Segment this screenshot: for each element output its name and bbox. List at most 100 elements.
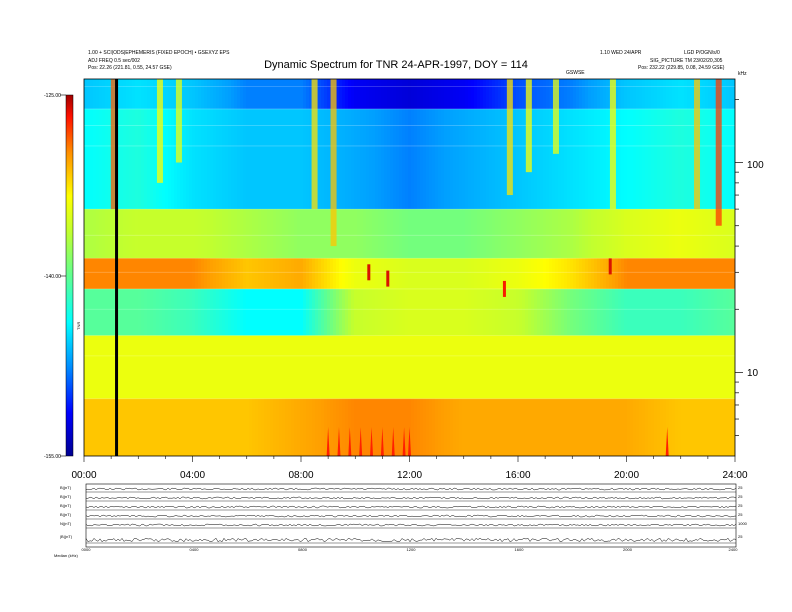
heatmap-cell — [198, 108, 202, 210]
heatmap-cell — [360, 79, 364, 110]
heatmap-cell — [312, 335, 316, 399]
heatmap-cell — [108, 335, 112, 399]
panel-right-value: 25 — [738, 494, 743, 499]
heatmap-cell — [390, 398, 394, 456]
heatmap-cell — [375, 209, 379, 259]
heatmap-cell — [546, 209, 550, 259]
heatmap-cell — [528, 335, 532, 399]
heatmap-cell — [177, 209, 181, 259]
heatmap-cell — [675, 258, 679, 290]
heatmap-cell — [297, 209, 301, 259]
heatmap-cell — [216, 258, 220, 290]
heatmap-cell — [375, 258, 379, 290]
heatmap-cell — [621, 209, 625, 259]
heatmap-cell — [438, 209, 442, 259]
heatmap-cell — [90, 335, 94, 399]
heatmap-cell — [444, 108, 448, 210]
heatmap-cell — [555, 258, 559, 290]
heatmap-cell — [393, 398, 397, 456]
heatmap-cell — [135, 335, 139, 399]
hot-spot — [502, 280, 506, 297]
heatmap-cell — [300, 258, 304, 290]
heatmap-cell — [141, 209, 145, 259]
heatmap-cell — [591, 209, 595, 259]
heatmap-cell — [672, 79, 676, 110]
heatmap-cell — [351, 108, 355, 210]
heatmap-cell — [474, 258, 478, 290]
heatmap-cell — [519, 335, 523, 399]
heatmap-cell — [684, 108, 688, 210]
heatmap-cell — [402, 209, 406, 259]
heatmap-cell — [522, 209, 526, 259]
heatmap-cell — [318, 335, 322, 399]
heatmap-cell — [330, 398, 334, 456]
heatmap-cell — [597, 108, 601, 210]
heatmap-cell — [669, 335, 673, 399]
heatmap-cell — [489, 108, 493, 210]
heatmap-cell — [336, 258, 340, 290]
heatmap-cell — [84, 398, 88, 456]
heatmap-cell — [732, 79, 735, 110]
heatmap-cell — [240, 335, 244, 399]
heatmap-cell — [420, 108, 424, 210]
heatmap-cell — [633, 288, 637, 336]
heatmap-cell — [324, 398, 328, 456]
heatmap-cell — [411, 335, 415, 399]
heatmap-cell — [582, 79, 586, 110]
heatmap-cell — [174, 108, 178, 210]
heatmap-cell — [414, 335, 418, 399]
heatmap-cell — [606, 258, 610, 290]
heatmap-cell — [297, 335, 301, 399]
heatmap-cell — [447, 335, 451, 399]
heatmap-cell — [189, 288, 193, 336]
heatmap-cell — [426, 335, 430, 399]
heatmap-cell — [621, 335, 625, 399]
heatmap-cell — [378, 258, 382, 290]
heatmap-cell — [348, 108, 352, 210]
heatmap-cell — [243, 79, 247, 110]
heatmap-cell — [204, 335, 208, 399]
heatmap-cell — [189, 79, 193, 110]
heatmap-cell — [264, 258, 268, 290]
heatmap-cell — [642, 335, 646, 399]
heatmap-cell — [729, 108, 733, 210]
heatmap-cell — [219, 335, 223, 399]
heatmap-cell — [255, 335, 259, 399]
heatmap-cell — [597, 398, 601, 456]
heatmap-cell — [672, 108, 676, 210]
heatmap-cell — [384, 335, 388, 399]
heatmap-cell — [162, 288, 166, 336]
heatmap-cell — [516, 288, 520, 336]
heatmap-cell — [141, 398, 145, 456]
heatmap-cell — [279, 335, 283, 399]
heatmap-cell — [348, 209, 352, 259]
heatmap-cell — [192, 79, 196, 110]
heatmap-cell — [612, 335, 616, 399]
heatmap-cell — [621, 108, 625, 210]
heatmap-cell — [528, 398, 532, 456]
heatmap-cell — [201, 258, 205, 290]
heatmap-cell — [552, 335, 556, 399]
heatmap-cell — [150, 288, 154, 336]
radio-burst — [525, 79, 532, 173]
heatmap-cell — [591, 258, 595, 290]
heatmap-cell — [279, 288, 283, 336]
heatmap-cell — [561, 335, 565, 399]
heatmap-cell — [621, 79, 625, 110]
heatmap-cell — [723, 398, 727, 456]
heatmap-cell — [480, 258, 484, 290]
heatmap-cell — [432, 108, 436, 210]
time-axis — [83, 456, 736, 462]
heatmap-cell — [540, 209, 544, 259]
heatmap-cell — [303, 258, 307, 290]
low-frequency-spike — [391, 426, 395, 456]
heatmap-cell — [270, 79, 274, 110]
heatmap-cell — [90, 108, 94, 210]
radio-burst — [311, 79, 318, 210]
heatmap-cell — [516, 335, 520, 399]
heatmap-cell — [663, 335, 667, 399]
heatmap-cell — [123, 108, 127, 210]
heatmap-cell — [243, 258, 247, 290]
heatmap-cell — [351, 209, 355, 259]
heatmap-cell — [306, 335, 310, 399]
